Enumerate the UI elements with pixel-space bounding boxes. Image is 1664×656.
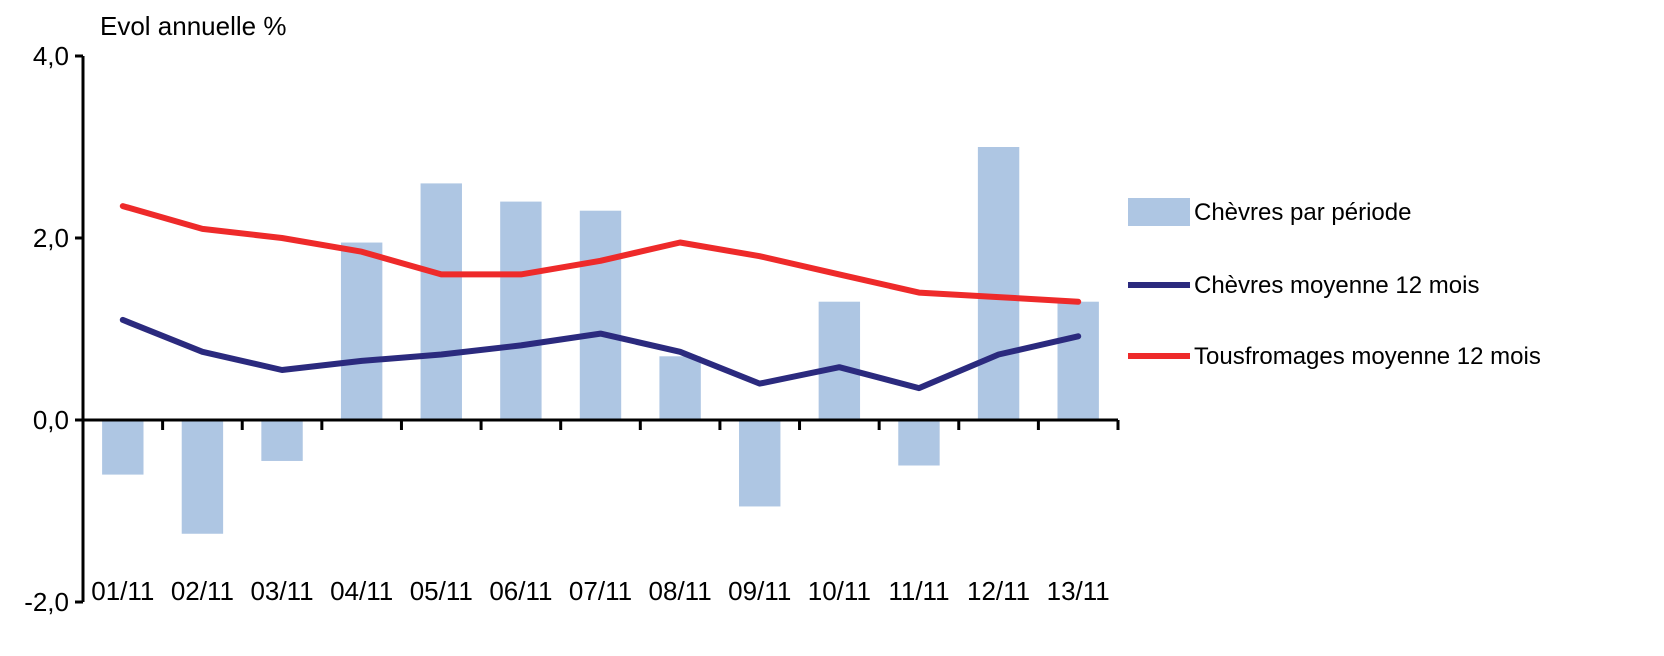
bar-02/11 xyxy=(181,420,224,534)
x-tick-label: 02/11 xyxy=(171,576,234,606)
bar-12/11 xyxy=(977,147,1020,420)
legend-label: Chèvres par période xyxy=(1194,199,1411,226)
y-tick-label: 2,0 xyxy=(33,223,69,253)
line-point-04/11 xyxy=(359,249,365,255)
legend-label: Chèvres moyenne 12 mois xyxy=(1194,272,1479,299)
bar-06/11 xyxy=(500,201,542,420)
bar-04/11 xyxy=(340,242,383,420)
x-tick-label: 08/11 xyxy=(649,576,712,606)
line-point-06/11 xyxy=(518,271,524,277)
line-point-10/11 xyxy=(836,364,842,370)
bar-07/11 xyxy=(579,210,622,420)
line-point-13/11 xyxy=(1075,333,1081,339)
x-tick-label: 10/11 xyxy=(808,576,871,606)
line-point-02/11 xyxy=(199,349,205,355)
line-point-01/11 xyxy=(120,203,126,209)
line-point-11/11 xyxy=(916,385,922,391)
bar-05/11 xyxy=(420,183,462,420)
line-point-12/11 xyxy=(996,351,1002,357)
y-axis-title: Evol annuelle % xyxy=(100,11,286,41)
legend: Chèvres par période Chèvres moyenne 12 mo… xyxy=(1128,198,1541,370)
bar-01/11 xyxy=(102,420,144,475)
line-point-06/11 xyxy=(518,342,524,348)
line-point-11/11 xyxy=(916,290,922,296)
line-point-01/11 xyxy=(120,317,126,323)
line-point-10/11 xyxy=(836,271,842,277)
x-tick-label: 12/11 xyxy=(967,576,1030,606)
x-tick-label: 03/11 xyxy=(250,576,313,606)
line-point-09/11 xyxy=(757,381,763,387)
line-series xyxy=(119,203,1082,392)
y-tick-label: -2,0 xyxy=(24,587,69,617)
line-point-13/11 xyxy=(1075,299,1081,305)
legend-label: Tousfromages moyenne 12 mois xyxy=(1194,343,1541,370)
x-tick-label: 07/11 xyxy=(569,576,632,606)
y-tick-labels: -2,0 0,0 2,0 4,0 xyxy=(24,41,69,617)
bar-13/11 xyxy=(1057,301,1099,420)
bar-09/11 xyxy=(739,420,781,507)
x-tick-label: 04/11 xyxy=(330,576,393,606)
line-point-07/11 xyxy=(598,331,603,337)
line-point-02/11 xyxy=(199,226,205,232)
line-point-03/11 xyxy=(279,235,285,241)
bar-03/11 xyxy=(261,420,303,461)
line-point-05/11 xyxy=(438,351,444,357)
y-tick-label: 4,0 xyxy=(33,41,69,71)
x-tick-label: 11/11 xyxy=(888,576,949,606)
x-tick-label: 09/11 xyxy=(728,576,791,606)
x-tick-label: 06/11 xyxy=(489,576,552,606)
y-tick-label: 0,0 xyxy=(33,405,69,435)
bar-11/11 xyxy=(898,420,940,466)
bar-08/11 xyxy=(659,356,701,420)
line-point-08/11 xyxy=(677,349,683,355)
x-tick-label: 05/11 xyxy=(410,576,473,606)
line-point-12/11 xyxy=(996,294,1002,300)
bar-10/11 xyxy=(818,301,861,420)
x-tick-labels: 01/11 02/11 03/11 04/11 05/11 06/11 07/11 08/11… xyxy=(91,576,1110,606)
line-point-04/11 xyxy=(359,358,365,364)
line-point-08/11 xyxy=(677,240,683,246)
x-tick-label: 13/11 xyxy=(1047,576,1110,606)
legend-swatch-bar xyxy=(1128,198,1190,226)
line-point-05/11 xyxy=(438,271,444,277)
bar-series xyxy=(102,147,1099,534)
x-tick-label: 01/11 xyxy=(91,576,154,606)
line-point-03/11 xyxy=(279,367,285,373)
axes xyxy=(75,54,1120,604)
line-point-09/11 xyxy=(757,253,763,259)
line-point-07/11 xyxy=(598,258,603,264)
